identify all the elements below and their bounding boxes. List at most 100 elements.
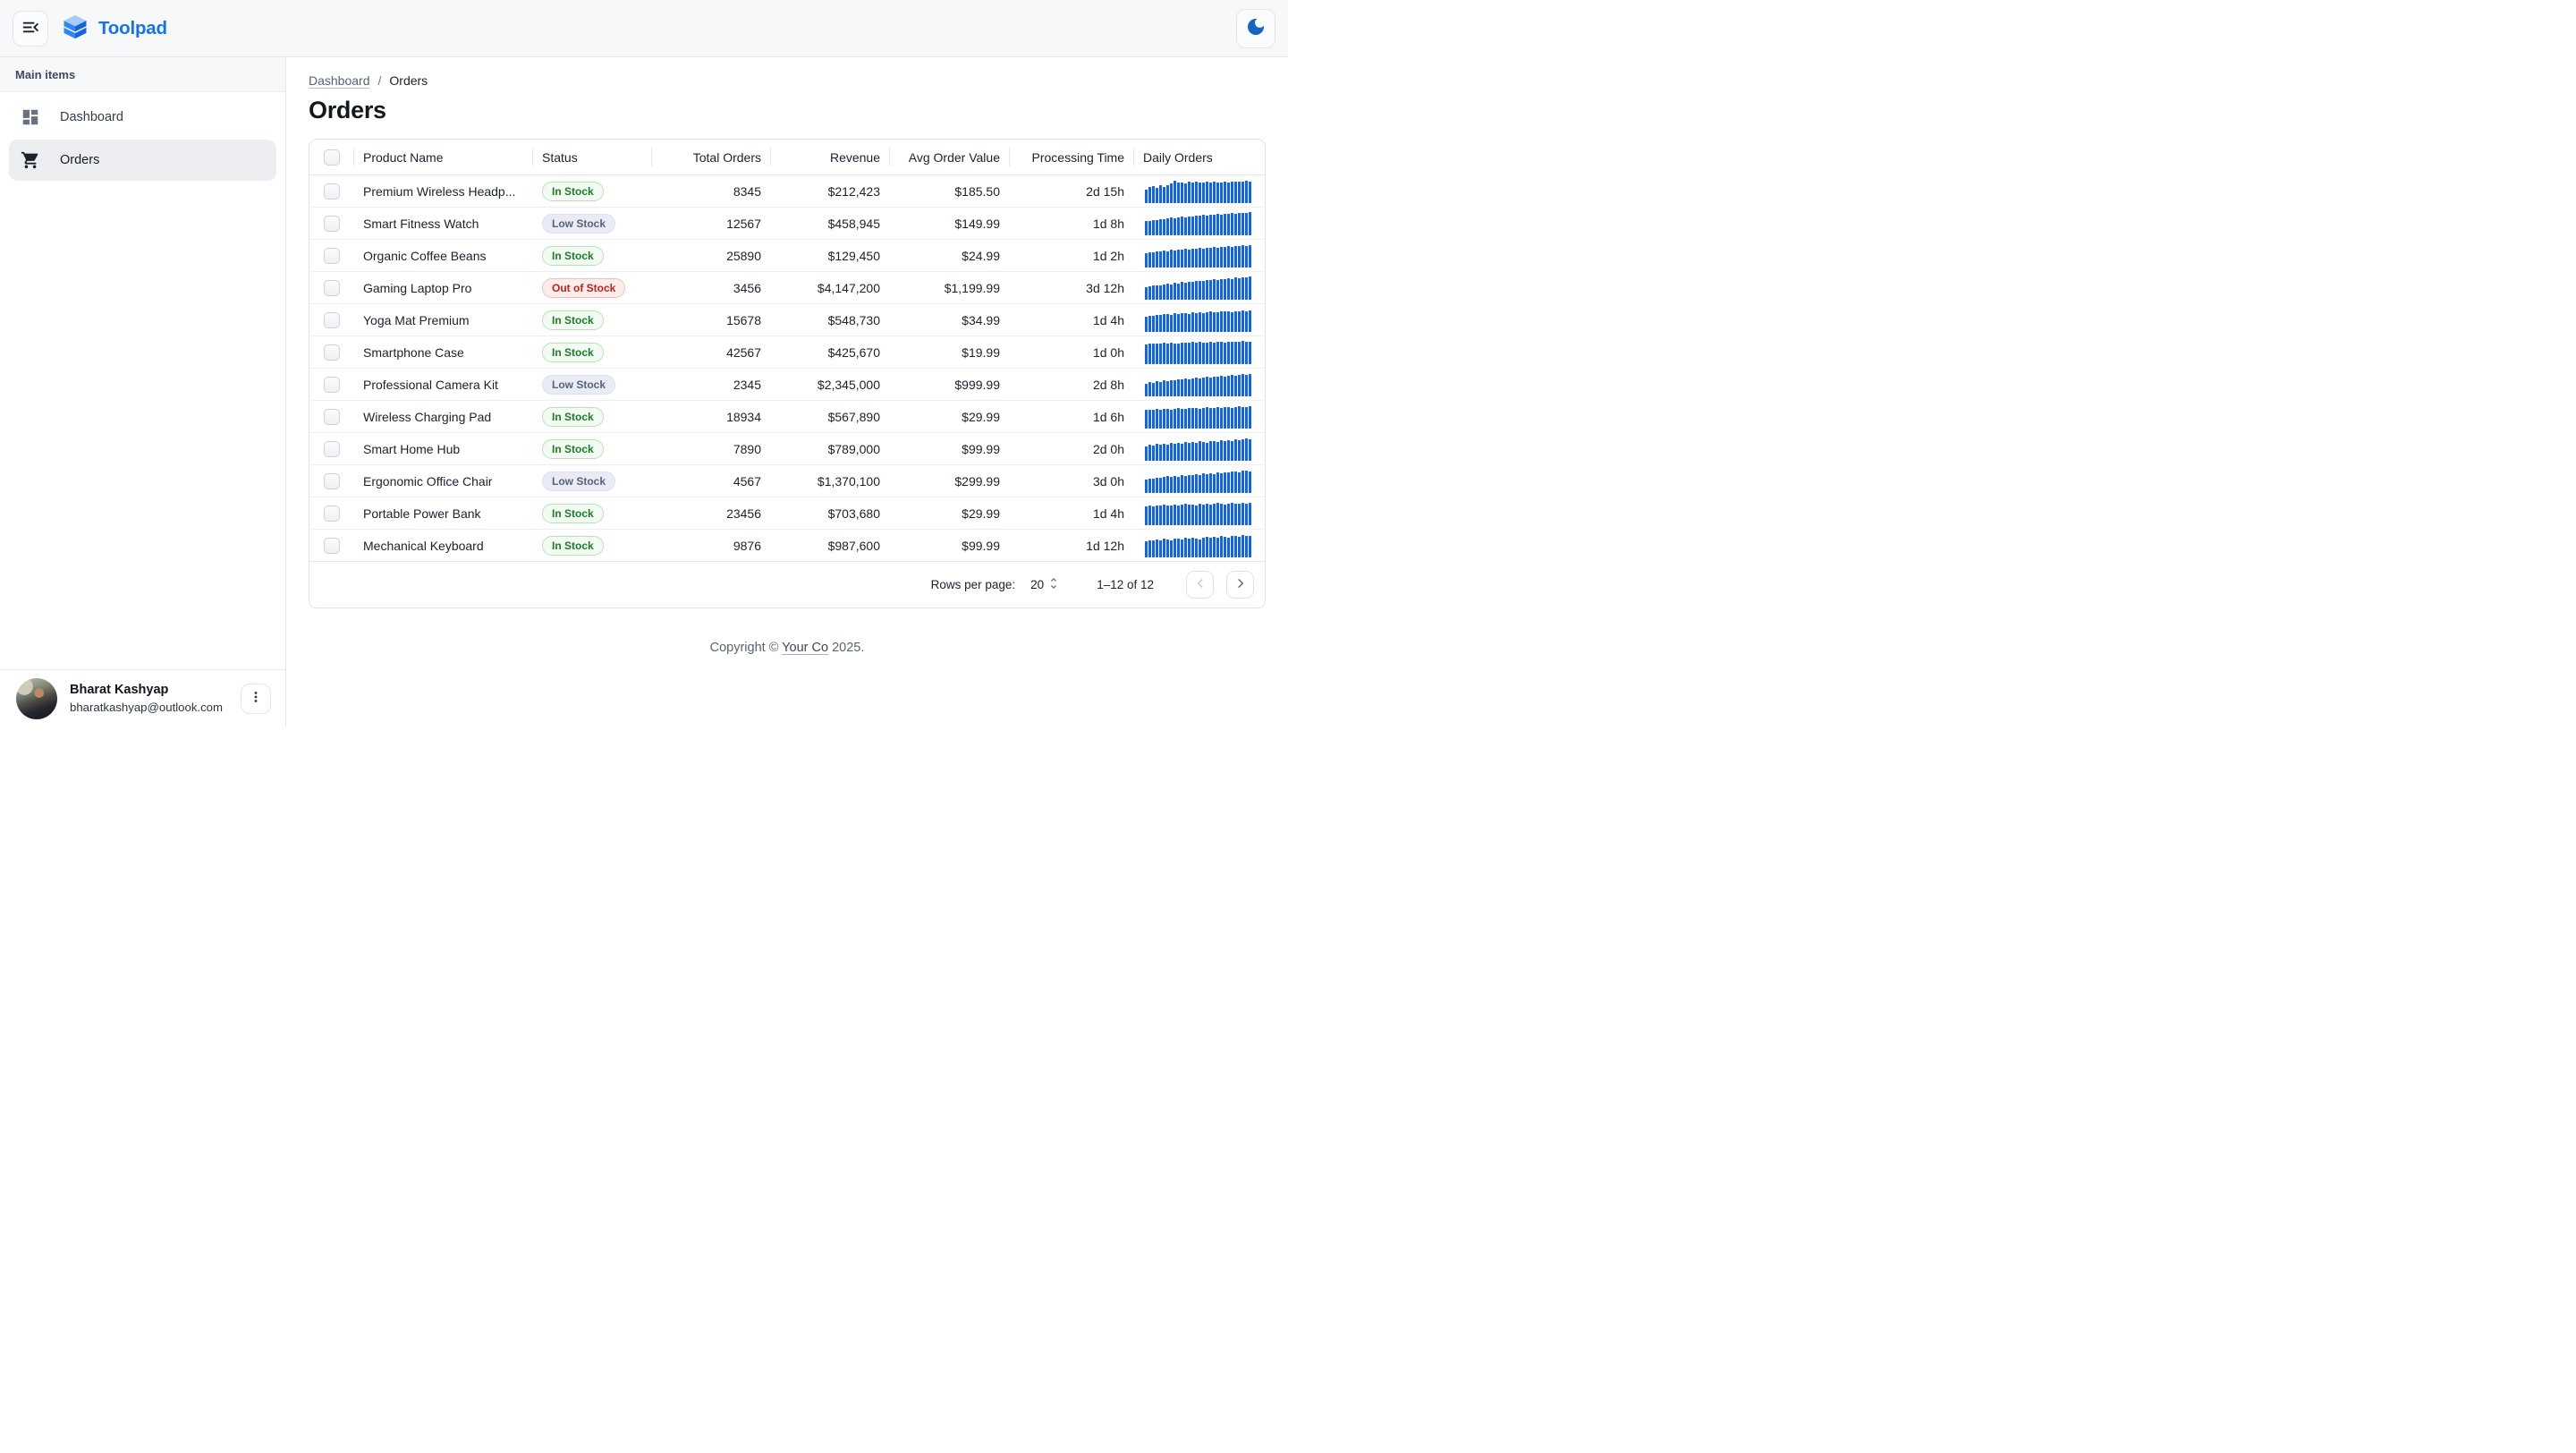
cell-avg-order-value: $299.99 bbox=[954, 473, 1000, 489]
column-header-processing-time[interactable]: Processing Time bbox=[1010, 140, 1134, 174]
theme-toggle-button[interactable] bbox=[1236, 8, 1275, 48]
cell-processing-time: 1d 0h bbox=[1092, 344, 1124, 360]
column-header-product-name[interactable]: Product Name bbox=[354, 140, 533, 174]
cell-total-orders: 4567 bbox=[733, 473, 761, 489]
row-checkbox[interactable] bbox=[324, 344, 340, 361]
breadcrumb-link-dashboard[interactable]: Dashboard bbox=[309, 73, 370, 88]
column-header-status[interactable]: Status bbox=[533, 140, 652, 174]
cell-revenue: $1,370,100 bbox=[817, 473, 880, 489]
row-checkbox[interactable] bbox=[324, 183, 340, 200]
table-row[interactable]: Professional Camera Kit Low Stock 2345 $… bbox=[309, 369, 1265, 401]
user-account-section: Bharat Kashyap bharatkashyap@outlook.com bbox=[0, 669, 285, 726]
footer-text-prefix: Copyright © bbox=[709, 641, 783, 655]
status-badge: In Stock bbox=[542, 181, 604, 201]
table-row[interactable]: Wireless Charging Pad In Stock 18934 $56… bbox=[309, 401, 1265, 433]
table-row[interactable]: Yoga Mat Premium In Stock 15678 $548,730… bbox=[309, 304, 1265, 336]
app-window: Toolpad Main items Dashboard Orders bbox=[0, 0, 1288, 726]
cell-total-orders: 3456 bbox=[733, 280, 761, 295]
table-row[interactable]: Smartphone Case In Stock 42567 $425,670 … bbox=[309, 336, 1265, 369]
row-checkbox[interactable] bbox=[324, 408, 340, 425]
column-header-revenue[interactable]: Revenue bbox=[771, 140, 890, 174]
cell-revenue: $4,147,200 bbox=[817, 280, 880, 295]
breadcrumb-current: Orders bbox=[389, 73, 428, 88]
table-row[interactable]: Ergonomic Office Chair Low Stock 4567 $1… bbox=[309, 465, 1265, 497]
cell-revenue: $987,600 bbox=[827, 538, 880, 553]
table-row[interactable]: Organic Coffee Beans In Stock 25890 $129… bbox=[309, 240, 1265, 272]
row-checkbox[interactable] bbox=[324, 440, 340, 457]
column-header-daily-orders[interactable]: Daily Orders bbox=[1143, 149, 1213, 165]
cell-revenue: $703,680 bbox=[827, 506, 880, 521]
column-header-avg-order-value[interactable]: Avg Order Value bbox=[890, 140, 1010, 174]
row-checkbox[interactable] bbox=[324, 505, 340, 522]
rows-per-page-value: 20 bbox=[1030, 578, 1045, 591]
dashboard-icon bbox=[20, 107, 41, 127]
table-row[interactable]: Gaming Laptop Pro Out of Stock 3456 $4,1… bbox=[309, 272, 1265, 304]
daily-orders-sparkline bbox=[1145, 211, 1256, 235]
sidebar-item-dashboard[interactable]: Dashboard bbox=[9, 97, 276, 138]
shopping-cart-icon bbox=[20, 150, 41, 170]
user-info: Bharat Kashyap bharatkashyap@outlook.com bbox=[70, 683, 228, 714]
user-menu-button[interactable] bbox=[241, 683, 271, 714]
status-badge: Out of Stock bbox=[542, 277, 626, 298]
cell-processing-time: 3d 0h bbox=[1092, 473, 1124, 489]
cell-revenue: $212,423 bbox=[827, 183, 880, 199]
daily-orders-sparkline bbox=[1145, 438, 1256, 461]
page-title: Orders bbox=[309, 97, 386, 123]
daily-orders-sparkline bbox=[1145, 373, 1256, 396]
cell-product-name: Smartphone Case bbox=[363, 344, 464, 360]
next-page-button[interactable] bbox=[1226, 571, 1254, 599]
cell-total-orders: 7890 bbox=[733, 441, 761, 456]
cell-product-name: Mechanical Keyboard bbox=[363, 538, 484, 553]
cell-processing-time: 3d 12h bbox=[1086, 280, 1124, 295]
cell-avg-order-value: $149.99 bbox=[954, 216, 1000, 231]
table-header-row: Product Name Status Total Orders Revenue… bbox=[309, 140, 1265, 175]
table-body: Premium Wireless Headp... In Stock 8345 … bbox=[309, 175, 1265, 562]
user-email: bharatkashyap@outlook.com bbox=[70, 701, 223, 714]
sidebar-collapse-button[interactable] bbox=[13, 10, 48, 47]
brand-link[interactable]: Toolpad bbox=[62, 13, 167, 43]
cell-processing-time: 1d 8h bbox=[1092, 216, 1124, 231]
status-badge: Low Stock bbox=[542, 471, 616, 491]
select-all-checkbox[interactable] bbox=[324, 149, 340, 166]
footer-company-link[interactable]: Your Co bbox=[782, 641, 829, 655]
daily-orders-sparkline bbox=[1145, 534, 1256, 557]
cell-revenue: $567,890 bbox=[827, 409, 880, 424]
orders-table: Product Name Status Total Orders Revenue… bbox=[309, 139, 1266, 608]
chevron-left-icon bbox=[1192, 575, 1208, 594]
cell-product-name: Portable Power Bank bbox=[363, 506, 481, 521]
cell-revenue: $129,450 bbox=[827, 248, 880, 263]
sidebar-item-label: Orders bbox=[60, 153, 100, 167]
row-checkbox[interactable] bbox=[324, 537, 340, 554]
row-checkbox[interactable] bbox=[324, 376, 340, 393]
table-row[interactable]: Smart Fitness Watch Low Stock 12567 $458… bbox=[309, 208, 1265, 240]
row-checkbox[interactable] bbox=[324, 472, 340, 489]
toolpad-logo-icon bbox=[62, 13, 89, 43]
cell-product-name: Premium Wireless Headp... bbox=[363, 183, 516, 199]
chevron-right-icon bbox=[1233, 575, 1249, 594]
cell-processing-time: 2d 0h bbox=[1092, 441, 1124, 456]
cell-avg-order-value: $19.99 bbox=[962, 344, 1000, 360]
daily-orders-sparkline bbox=[1145, 470, 1256, 493]
menu-open-icon bbox=[21, 17, 41, 40]
column-header-total-orders[interactable]: Total Orders bbox=[652, 140, 771, 174]
table-row[interactable]: Mechanical Keyboard In Stock 9876 $987,6… bbox=[309, 530, 1265, 562]
pagination-range: 1–12 of 12 bbox=[1097, 578, 1154, 591]
rows-per-page-select[interactable]: 20 bbox=[1030, 576, 1061, 593]
cell-revenue: $458,945 bbox=[827, 216, 880, 231]
row-checkbox[interactable] bbox=[324, 279, 340, 296]
previous-page-button[interactable] bbox=[1186, 571, 1214, 599]
cell-total-orders: 12567 bbox=[726, 216, 761, 231]
table-row[interactable]: Premium Wireless Headp... In Stock 8345 … bbox=[309, 175, 1265, 208]
topbar: Toolpad bbox=[0, 0, 1288, 57]
row-checkbox[interactable] bbox=[324, 247, 340, 264]
breadcrumb: Dashboard / Orders bbox=[309, 72, 1266, 89]
row-checkbox[interactable] bbox=[324, 215, 340, 232]
sidebar-item-label: Dashboard bbox=[60, 110, 123, 124]
cell-avg-order-value: $99.99 bbox=[962, 538, 1000, 553]
status-badge: Low Stock bbox=[542, 213, 616, 234]
table-row[interactable]: Smart Home Hub In Stock 7890 $789,000 $9… bbox=[309, 433, 1265, 465]
sidebar-item-orders[interactable]: Orders bbox=[9, 140, 276, 181]
row-checkbox[interactable] bbox=[324, 311, 340, 328]
status-badge: In Stock bbox=[542, 310, 604, 330]
table-row[interactable]: Portable Power Bank In Stock 23456 $703,… bbox=[309, 497, 1265, 530]
